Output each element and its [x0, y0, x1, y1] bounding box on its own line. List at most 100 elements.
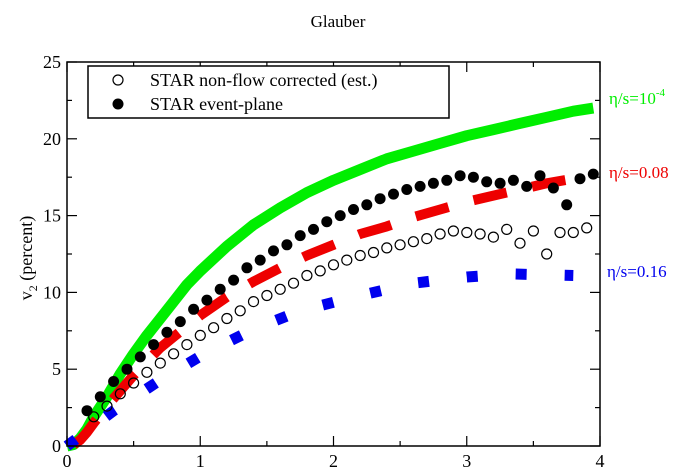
curve-label-green-main: η/s=10	[609, 89, 656, 108]
data-point-open-circle	[407, 236, 419, 248]
data-point-open-circle	[168, 348, 180, 360]
data-point-open-circle	[567, 226, 579, 239]
data-point-filled-circle	[374, 193, 386, 205]
data-point-open-circle	[381, 242, 393, 254]
data-point-open-circle	[541, 248, 553, 260]
axes: 0 1 2 3 4 0 5 10 15 20 25	[43, 52, 605, 471]
data-point-filled-circle	[108, 376, 120, 387]
data-point-open-circle	[301, 269, 313, 282]
data-point-filled-circle	[94, 391, 106, 403]
data-point-filled-circle	[174, 316, 186, 328]
data-point-open-circle	[474, 228, 486, 240]
data-point-filled-circle	[201, 294, 213, 306]
x-tick-label: 1	[196, 451, 205, 471]
data-point-filled-circle	[441, 174, 453, 186]
data-point-filled-circle	[134, 351, 146, 363]
data-point-open-circle	[527, 225, 540, 237]
data-point-filled-circle	[388, 188, 399, 200]
data-point-filled-circle	[188, 303, 200, 315]
data-point-open-circle	[114, 388, 126, 400]
y-axis-label-sub: 2	[26, 285, 40, 291]
data-point-open-circle	[287, 277, 300, 289]
data-point-open-circle	[367, 246, 380, 259]
curve-label-green-sup: -4	[656, 87, 666, 99]
data-point-open-circle	[461, 226, 473, 239]
data-point-open-circle	[514, 237, 526, 249]
data-point-open-circle	[208, 322, 220, 334]
curve-label-red: η/s=0.08	[609, 163, 669, 182]
legend-label-nonflow: STAR non-flow corrected (est.)	[150, 70, 378, 91]
data-point-filled-circle	[334, 210, 346, 222]
chart-title: Glauber	[311, 12, 366, 31]
data-point-open-circle	[234, 305, 246, 317]
data-point-filled-circle	[481, 176, 493, 188]
y-axis-label-rest: (percent)	[16, 216, 37, 285]
data-point-filled-circle	[161, 326, 173, 338]
data-point-open-circle	[487, 231, 499, 243]
data-point-filled-circle	[281, 239, 293, 251]
y-tick-label: 15	[43, 206, 61, 226]
data-point-filled-circle	[494, 177, 506, 189]
y-axis-label-main: v	[16, 291, 36, 300]
data-point-filled-circle	[254, 254, 266, 266]
data-point-open-circle	[354, 249, 366, 262]
y-tick-label: 0	[52, 436, 61, 456]
legend-marker-filled-circle	[112, 98, 124, 110]
data-point-filled-circle	[321, 216, 333, 228]
x-tick-label: 2	[329, 451, 338, 471]
data-point-open-circle	[261, 289, 273, 302]
data-point-filled-circle	[507, 174, 519, 186]
data-point-filled-circle	[348, 204, 359, 215]
data-point-open-circle	[581, 222, 593, 234]
x-tick-label: 3	[462, 451, 471, 471]
data-point-filled-circle	[534, 170, 546, 182]
data-point-filled-circle	[308, 223, 319, 235]
data-point-filled-circle	[268, 245, 279, 257]
data-point-filled-circle	[228, 274, 240, 286]
data-point-open-circle	[501, 223, 513, 235]
data-point-open-circle	[247, 296, 260, 308]
data-point-open-circle	[314, 265, 326, 277]
curve-label-blue: η/s=0.16	[607, 262, 667, 281]
y-tick-label: 20	[43, 129, 61, 149]
data-point-filled-circle	[427, 177, 439, 189]
data-point-filled-circle	[414, 180, 426, 192]
y-axis-label: v2 (percent)	[16, 216, 40, 300]
data-point-filled-circle	[467, 171, 479, 183]
data-point-filled-circle	[148, 339, 160, 351]
data-point-open-circle	[341, 254, 353, 266]
data-point-filled-circle	[121, 363, 133, 375]
data-point-open-circle	[101, 400, 113, 412]
data-point-open-circle	[181, 339, 193, 351]
y-tick-label: 10	[43, 282, 61, 302]
x-tick-label: 4	[596, 451, 605, 471]
plot-area	[63, 102, 599, 452]
data-point-open-circle	[327, 259, 340, 271]
data-point-open-circle	[194, 329, 206, 341]
data-point-open-circle	[128, 377, 140, 389]
data-point-open-circle	[394, 239, 406, 251]
x-tick-label: 0	[63, 451, 72, 471]
data-point-open-circle	[421, 233, 433, 245]
y-tick-label: 5	[52, 359, 61, 379]
data-point-filled-circle	[574, 173, 586, 185]
data-point-filled-circle	[521, 180, 533, 192]
data-point-filled-circle	[401, 184, 413, 195]
data-point-filled-circle	[587, 168, 599, 180]
data-point-open-circle	[141, 366, 153, 378]
data-point-open-circle	[88, 411, 100, 423]
curve-green	[65, 102, 595, 452]
legend-label-event-plane: STAR event-plane	[150, 94, 283, 114]
data-point-filled-circle	[454, 170, 466, 182]
legend-box	[87, 65, 450, 119]
data-point-open-circle	[434, 228, 446, 240]
data-point-open-circle	[554, 226, 566, 239]
legend: STAR non-flow corrected (est.) STAR even…	[87, 65, 450, 119]
data-point-open-circle	[274, 283, 286, 295]
data-point-filled-circle	[561, 199, 573, 211]
data-point-open-circle	[154, 357, 166, 369]
data-point-filled-circle	[214, 283, 226, 295]
data-point-filled-circle	[361, 199, 373, 211]
data-point-filled-circle	[241, 262, 253, 274]
